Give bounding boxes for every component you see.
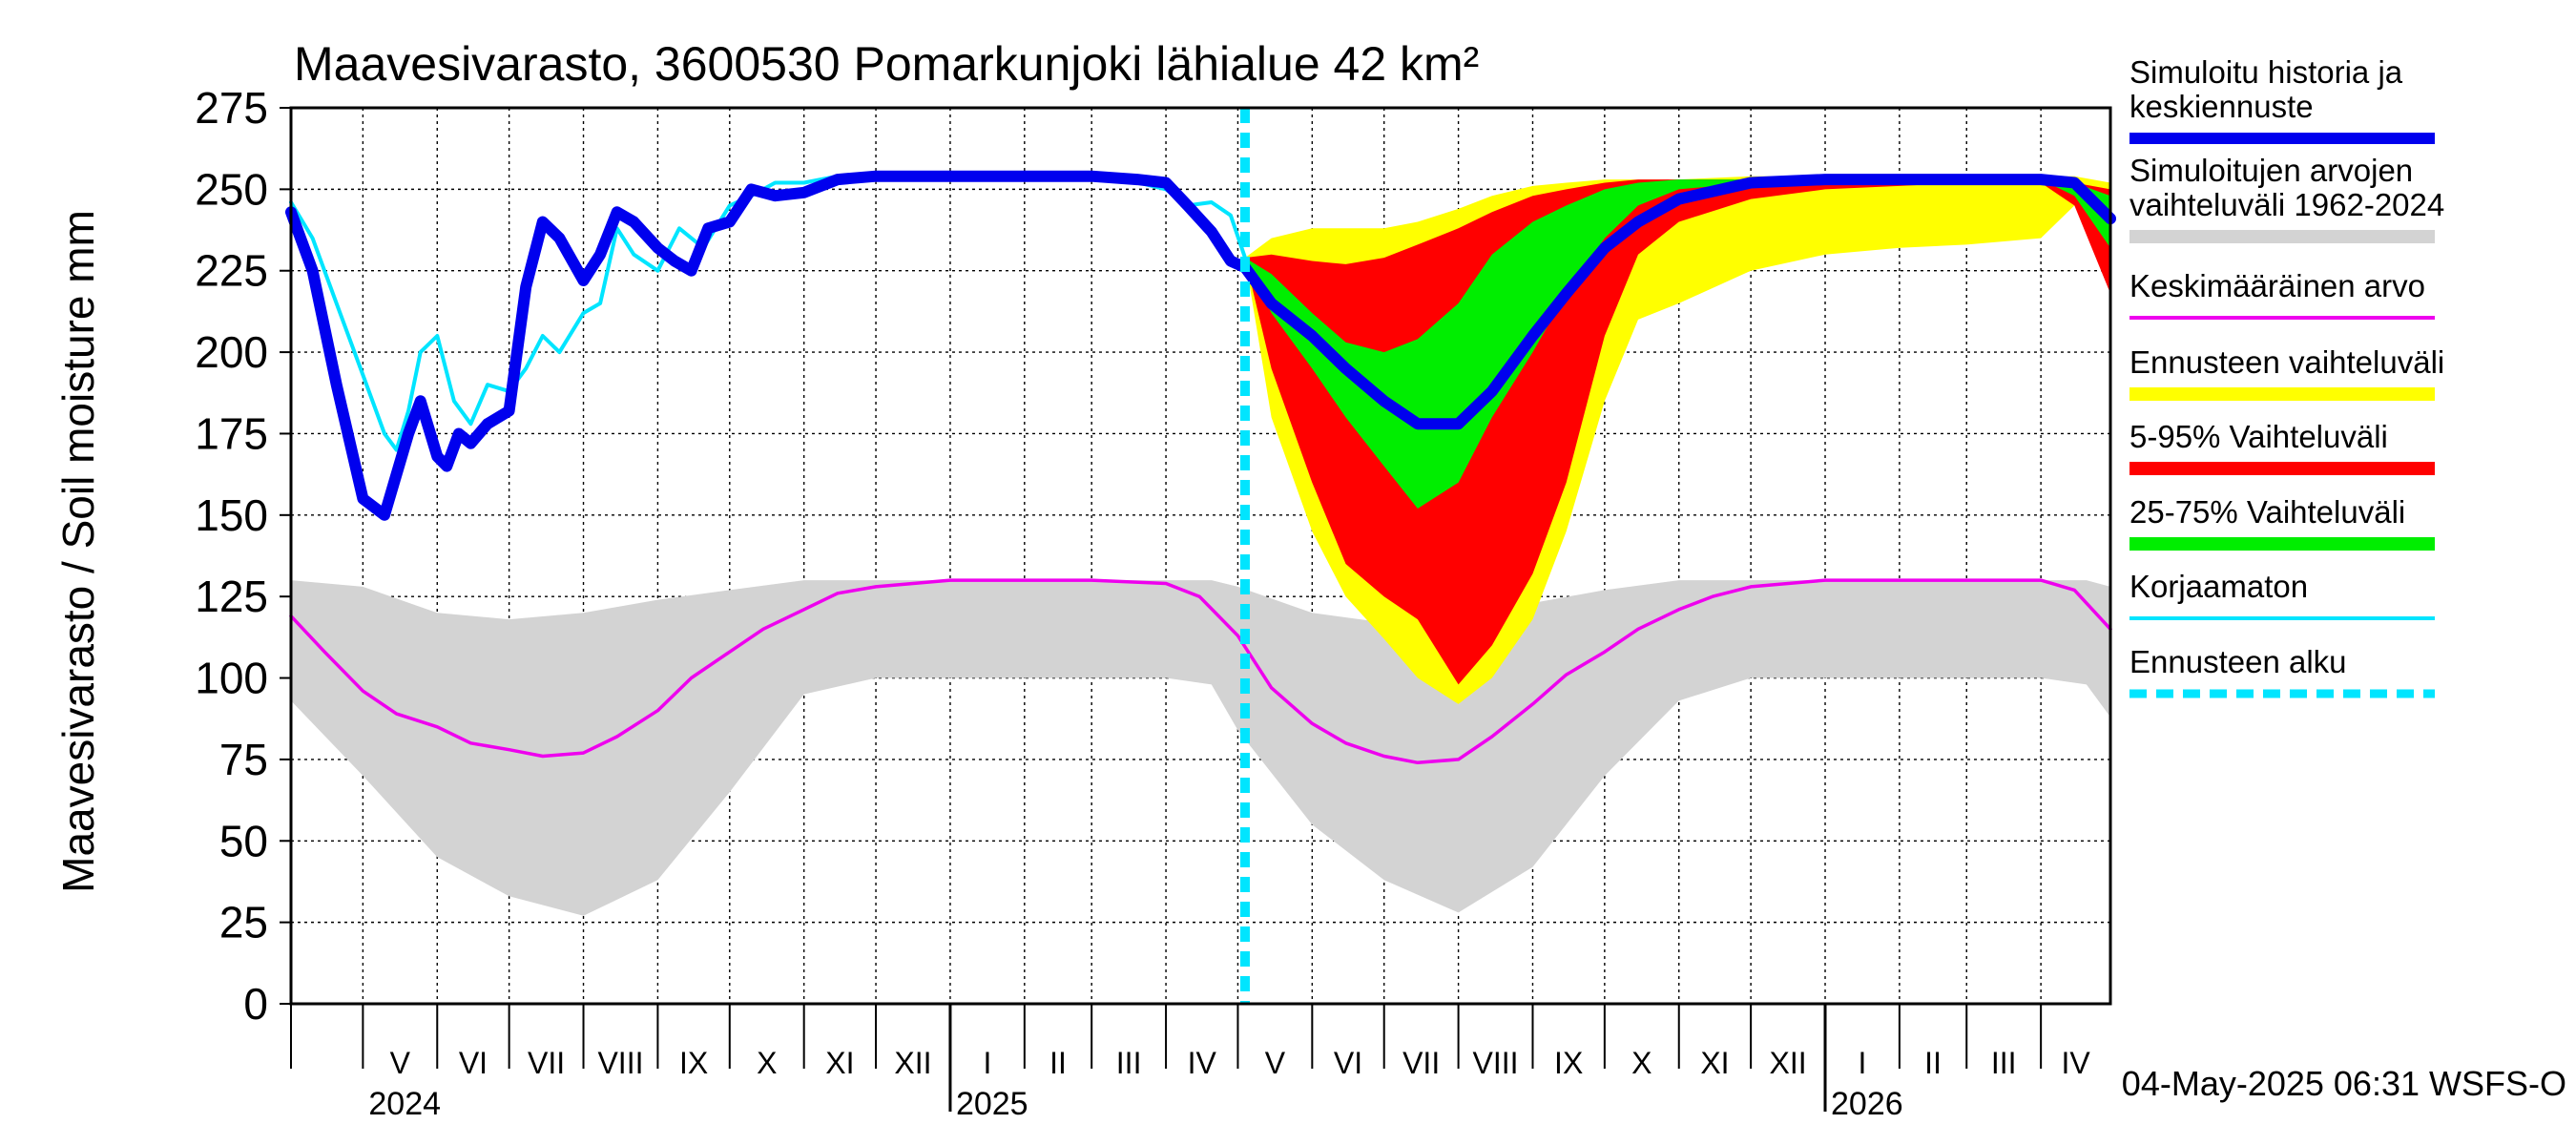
y-tick-label: 50 — [219, 816, 268, 865]
legend-label: keskiennuste — [2129, 89, 2314, 124]
y-tick-label: 200 — [195, 327, 268, 377]
x-axis-ticks: V VI VII VIII IX X XI XII I II III IV V VI VII VIII IX X X… — [290, 1004, 2090, 1122]
chart-title: Maavesivarasto, 3600530 Pomarkunjoki läh… — [294, 37, 1479, 91]
y-tick-label: 150 — [195, 490, 268, 540]
month-label: IV — [1188, 1046, 1217, 1080]
year-label: 2024 — [368, 1086, 441, 1122]
year-label: 2026 — [1831, 1086, 1903, 1122]
month-label: V — [390, 1046, 411, 1080]
y-tick-label: 175 — [195, 408, 268, 458]
month-label: VII — [1402, 1046, 1440, 1080]
month-label: XII — [1770, 1046, 1807, 1080]
legend-label: Ennusteen alku — [2129, 644, 2347, 679]
series-band-simuloitujen-arvojen-vaihteluv-li-1962-2024 — [291, 580, 2110, 916]
series-line-simuloitu-historia-ja-keskiennuste — [285, 170, 2116, 521]
plot-area — [285, 108, 2116, 1004]
y-tick-label: 275 — [195, 83, 268, 133]
month-label: IV — [2061, 1046, 2090, 1080]
month-label: VIII — [1473, 1046, 1519, 1080]
month-label: III — [1991, 1046, 2017, 1080]
month-label: X — [1631, 1046, 1652, 1080]
legend-label: vaihteluväli 1962-2024 — [2129, 187, 2444, 222]
plot-frame — [289, 106, 2112, 1006]
legend-label: Simuloitu historia ja — [2129, 54, 2403, 90]
month-label: II — [1924, 1046, 1942, 1080]
legend-label: 5-95% Vaihteluväli — [2129, 419, 2388, 454]
legend-item: Keskimääräinen arvo — [2129, 268, 2435, 320]
frame — [289, 106, 2112, 1006]
y-tick-label: 75 — [219, 735, 268, 784]
month-label: IX — [679, 1046, 708, 1080]
month-label: I — [1859, 1046, 1867, 1080]
y-tick-label: 100 — [195, 654, 268, 703]
month-label: XI — [1700, 1046, 1729, 1080]
y-tick-label: 0 — [243, 979, 268, 1029]
legend: Simuloitu historia jakeskiennusteSimuloi… — [2129, 54, 2444, 698]
month-label: VII — [528, 1046, 565, 1080]
month-label: V — [1265, 1046, 1286, 1080]
y-tick-label: 25 — [219, 898, 268, 947]
month-label: III — [1116, 1046, 1142, 1080]
legend-item: Korjaamaton — [2129, 569, 2435, 620]
legend-label: 25-75% Vaihteluväli — [2129, 494, 2405, 530]
month-label: XI — [825, 1046, 854, 1080]
month-label: VI — [459, 1046, 488, 1080]
legend-label: Ennusteen vaihteluväli — [2129, 344, 2444, 380]
year-label: 2025 — [956, 1086, 1028, 1122]
legend-item: Ennusteen vaihteluväli — [2129, 344, 2444, 401]
legend-item: 5-95% Vaihteluväli — [2129, 419, 2435, 475]
legend-label: Keskimääräinen arvo — [2129, 268, 2425, 303]
legend-label: Korjaamaton — [2129, 569, 2308, 604]
y-axis-ticks: 0 25 50 75 100 125 150 175 200 225 250 275 — [195, 83, 291, 1029]
month-label: X — [757, 1046, 777, 1080]
legend-label: Simuloitujen arvojen — [2129, 153, 2413, 188]
y-tick-label: 225 — [195, 246, 268, 296]
month-label: IX — [1554, 1046, 1583, 1080]
series-line-keskim-r-inen-arvo — [289, 578, 2112, 765]
month-label: II — [1049, 1046, 1067, 1080]
y-axis-label: Maavesivarasto / Soil moisture mm — [53, 210, 103, 893]
timestamp: 04-May-2025 06:31 WSFS-O — [2122, 1064, 2566, 1103]
legend-item: 25-75% Vaihteluväli — [2129, 494, 2435, 551]
legend-item: Ennusteen alku — [2129, 644, 2435, 698]
month-label: VI — [1334, 1046, 1362, 1080]
month-label: VIII — [597, 1046, 643, 1080]
y-tick-label: 250 — [195, 164, 268, 214]
month-label: XII — [894, 1046, 931, 1080]
y-tick-label: 125 — [195, 572, 268, 621]
month-label: I — [983, 1046, 991, 1080]
